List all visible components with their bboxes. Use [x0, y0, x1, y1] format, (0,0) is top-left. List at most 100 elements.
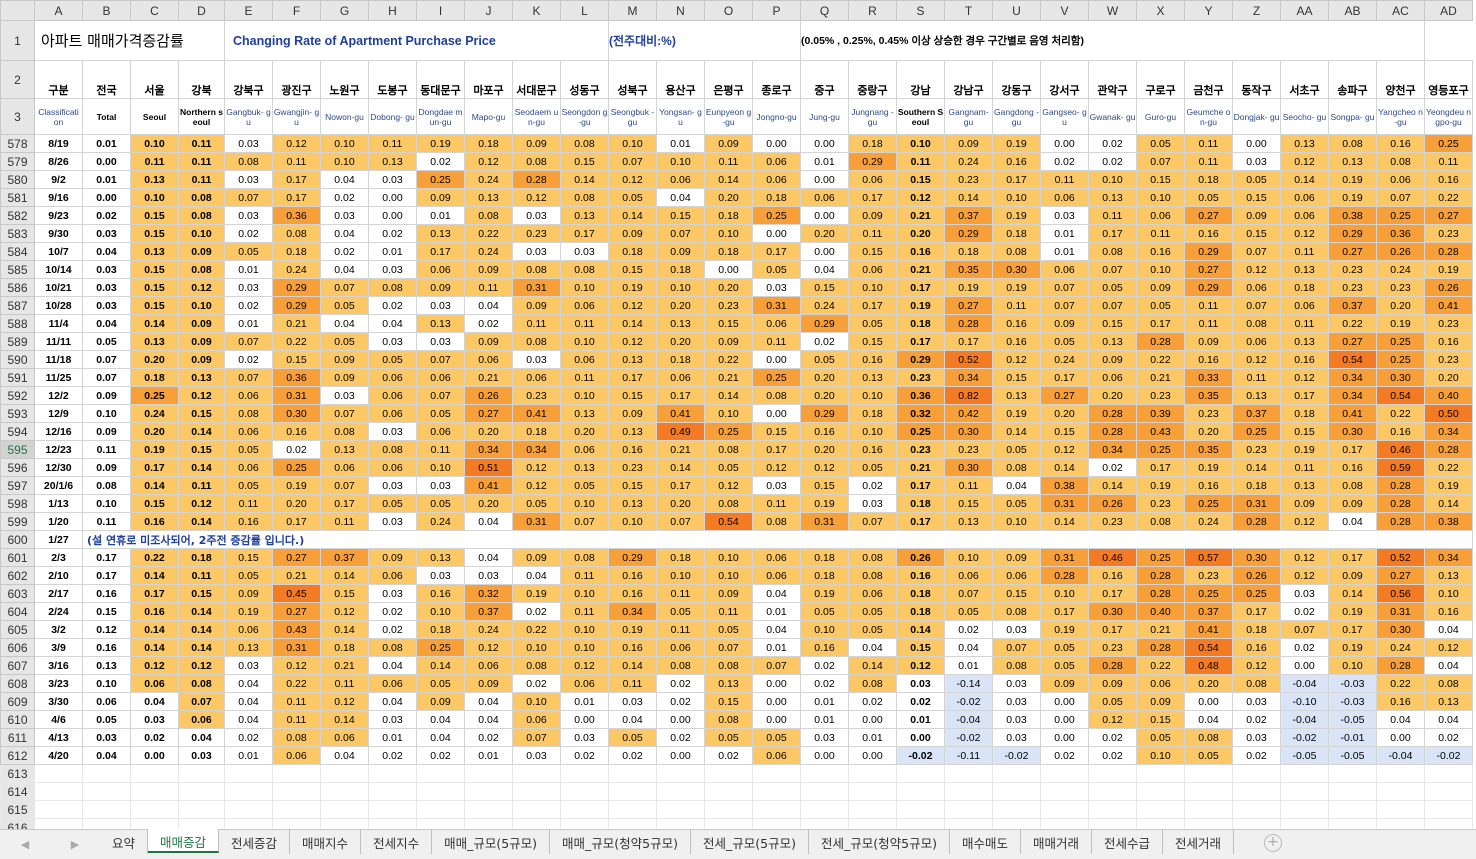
sheet-tab[interactable]: 매매_규모(청약5규모)	[550, 830, 692, 854]
date-cell[interactable]: 20/1/6	[34, 476, 83, 495]
data-cell[interactable]: 0.20	[704, 278, 753, 297]
data-cell[interactable]: 0.30	[272, 404, 321, 423]
data-cell[interactable]: 0.01	[800, 692, 849, 711]
data-cell[interactable]: 0.25	[1232, 422, 1281, 441]
data-cell[interactable]: 0.02	[1040, 152, 1089, 171]
data-cell[interactable]: 0.17	[752, 242, 801, 261]
data-cell[interactable]: 0.27	[1040, 386, 1089, 405]
data-cell[interactable]: 0.02	[1424, 728, 1473, 747]
date-cell[interactable]: 10/7	[34, 242, 83, 261]
data-cell[interactable]: 0.03	[224, 278, 273, 297]
data-cell[interactable]: 0.06	[1088, 368, 1137, 387]
data-cell[interactable]: 0.17	[1136, 458, 1185, 477]
data-cell[interactable]: 0.19	[992, 134, 1041, 153]
empty-cell[interactable]	[34, 800, 83, 819]
data-cell[interactable]: 0.04	[82, 314, 131, 333]
data-cell[interactable]: 0.08	[1184, 728, 1233, 747]
data-cell[interactable]: 0.17	[1040, 602, 1089, 621]
column-label-kr[interactable]: 영등포구	[1424, 60, 1473, 99]
column-label-en[interactable]: Classificati on	[34, 98, 83, 135]
data-cell[interactable]: 0.29	[800, 404, 849, 423]
data-cell[interactable]: 0.21	[896, 458, 945, 477]
data-cell[interactable]: 0.14	[178, 638, 225, 657]
date-cell[interactable]: 10/28	[34, 296, 83, 315]
data-cell[interactable]: 0.09	[82, 422, 131, 441]
data-cell[interactable]: 0.17	[992, 170, 1041, 189]
data-cell[interactable]: 0.24	[1040, 350, 1089, 369]
data-cell[interactable]: 0.04	[224, 692, 273, 711]
empty-cell[interactable]	[82, 764, 131, 783]
data-cell[interactable]: 0.27	[272, 548, 321, 567]
data-cell[interactable]: 0.24	[416, 512, 465, 531]
row-header[interactable]: 592	[0, 386, 35, 405]
data-cell[interactable]: 0.18	[512, 422, 561, 441]
data-cell[interactable]: 0.05	[416, 404, 465, 423]
data-cell[interactable]: 0.09	[1136, 278, 1185, 297]
data-cell[interactable]: 0.18	[848, 134, 897, 153]
column-label-en[interactable]: Total	[82, 98, 131, 135]
data-cell[interactable]: 0.05	[224, 566, 273, 585]
empty-cell[interactable]	[800, 764, 849, 783]
date-cell[interactable]: 9/16	[34, 188, 83, 207]
data-cell[interactable]: 0.10	[1088, 170, 1137, 189]
data-cell[interactable]: 0.11	[464, 278, 513, 297]
data-cell[interactable]: 0.30	[1376, 620, 1425, 639]
data-cell[interactable]: 0.04	[464, 710, 513, 729]
data-cell[interactable]: 0.09	[178, 332, 225, 351]
row-header[interactable]: 590	[0, 350, 35, 369]
data-cell[interactable]: 0.17	[130, 584, 179, 603]
data-cell[interactable]: 0.14	[178, 602, 225, 621]
empty-cell[interactable]	[752, 764, 801, 783]
column-header[interactable]: G	[320, 0, 369, 21]
data-cell[interactable]: 0.25	[1376, 332, 1425, 351]
data-cell[interactable]: 0.38	[1328, 206, 1377, 225]
data-cell[interactable]: 0.41	[1328, 404, 1377, 423]
data-cell[interactable]: 0.02	[224, 296, 273, 315]
data-cell[interactable]: 0.00	[1376, 728, 1425, 747]
data-cell[interactable]: 0.29	[1184, 278, 1233, 297]
data-cell[interactable]: 0.14	[320, 566, 369, 585]
data-cell[interactable]: 0.23	[1184, 404, 1233, 423]
data-cell[interactable]: 0.12	[704, 476, 753, 495]
data-cell[interactable]: 0.14	[608, 206, 657, 225]
data-cell[interactable]: 0.13	[608, 422, 657, 441]
data-cell[interactable]: 0.00	[848, 746, 897, 765]
data-cell[interactable]: 0.01	[752, 638, 801, 657]
data-cell[interactable]: 0.13	[1232, 386, 1281, 405]
data-cell[interactable]: 0.17	[1040, 368, 1089, 387]
row-header[interactable]: 599	[0, 512, 35, 531]
data-cell[interactable]: 0.03	[82, 224, 131, 243]
data-cell[interactable]: 0.02	[320, 188, 369, 207]
data-cell[interactable]: 0.01	[800, 710, 849, 729]
data-cell[interactable]: 0.03	[368, 422, 417, 441]
data-cell[interactable]: 0.09	[1136, 692, 1185, 711]
data-cell[interactable]: 0.04	[178, 728, 225, 747]
date-cell[interactable]: 10/21	[34, 278, 83, 297]
data-cell[interactable]: 0.14	[608, 314, 657, 333]
data-cell[interactable]: 0.13	[82, 656, 131, 675]
data-cell[interactable]: 0.04	[82, 746, 131, 765]
data-cell[interactable]: 0.19	[944, 278, 993, 297]
data-cell[interactable]: 0.02	[1232, 746, 1281, 765]
empty-cell[interactable]	[130, 764, 179, 783]
data-cell[interactable]: 0.15	[704, 314, 753, 333]
data-cell[interactable]: 0.29	[896, 350, 945, 369]
data-cell[interactable]: 0.25	[272, 458, 321, 477]
data-cell[interactable]: -0.02	[1280, 728, 1329, 747]
data-cell[interactable]: 0.02	[224, 350, 273, 369]
data-cell[interactable]: 0.18	[130, 368, 179, 387]
data-cell[interactable]: 0.34	[944, 368, 993, 387]
data-cell[interactable]: 0.24	[464, 620, 513, 639]
data-cell[interactable]: 0.07	[704, 638, 753, 657]
data-cell[interactable]: 0.02	[656, 692, 705, 711]
data-cell[interactable]: 0.06	[224, 458, 273, 477]
row-header[interactable]: 588	[0, 314, 35, 333]
data-cell[interactable]: 0.15	[896, 170, 945, 189]
data-cell[interactable]: 0.21	[272, 566, 321, 585]
data-cell[interactable]: 0.09	[464, 332, 513, 351]
data-cell[interactable]: 0.09	[848, 206, 897, 225]
data-cell[interactable]: 0.30	[1328, 422, 1377, 441]
data-cell[interactable]: -0.01	[1328, 728, 1377, 747]
row-header[interactable]: 579	[0, 152, 35, 171]
empty-cell[interactable]	[656, 782, 705, 801]
